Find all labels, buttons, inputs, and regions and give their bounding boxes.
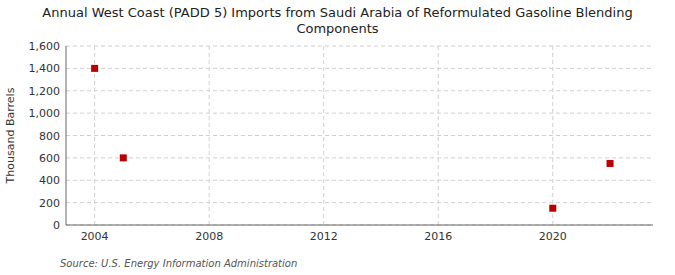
- y-tick-label: 200: [39, 197, 60, 210]
- y-tick-label: 1,400: [29, 62, 61, 75]
- source: Source: U.S. Energy Information Administ…: [60, 258, 297, 269]
- grid-line-y: [66, 135, 653, 136]
- y-tick-label: 600: [39, 152, 60, 165]
- x-tick-label: 2008: [195, 230, 223, 243]
- chart: Annual West Coast (PADD 5) Imports from …: [0, 0, 675, 275]
- x-tick-label: 2012: [310, 230, 338, 243]
- title: Annual West Coast (PADD 5) Imports from …: [42, 5, 632, 36]
- grid-line-y: [66, 225, 653, 226]
- grid-line-y: [66, 180, 653, 181]
- y-tick-label: 1,000: [29, 107, 61, 120]
- y-axis-label: Thousand Barrels: [4, 87, 17, 184]
- y-axis-line: [66, 46, 67, 225]
- grid-line-y: [66, 202, 653, 203]
- grid-line-y: [66, 113, 653, 114]
- grid-line-x: [438, 46, 439, 225]
- point: [549, 205, 556, 212]
- point: [607, 160, 614, 167]
- point: [120, 154, 127, 161]
- points: [91, 65, 613, 212]
- y-tick-label: 1,600: [29, 40, 61, 53]
- point: [91, 65, 98, 72]
- x-tick-label: 2004: [81, 230, 109, 243]
- grid-line-y: [66, 157, 653, 158]
- x-tick-label: 2020: [539, 230, 567, 243]
- grid-line-y: [66, 90, 653, 91]
- grid-line-y: [66, 46, 653, 47]
- y-tick-label: 1,200: [29, 85, 61, 98]
- grid: [66, 46, 653, 225]
- grid-line-x: [94, 46, 95, 225]
- y-tick-label: 400: [39, 174, 60, 187]
- x-tick-label: 2016: [424, 230, 452, 243]
- grid-line-x: [552, 46, 553, 225]
- grid-line-y: [66, 68, 653, 69]
- x-axis-line: [66, 225, 653, 226]
- y-tick-label: 800: [39, 130, 60, 143]
- grid-line-x: [209, 46, 210, 225]
- grid-line-x: [323, 46, 324, 225]
- y-tick-label: 0: [53, 219, 60, 232]
